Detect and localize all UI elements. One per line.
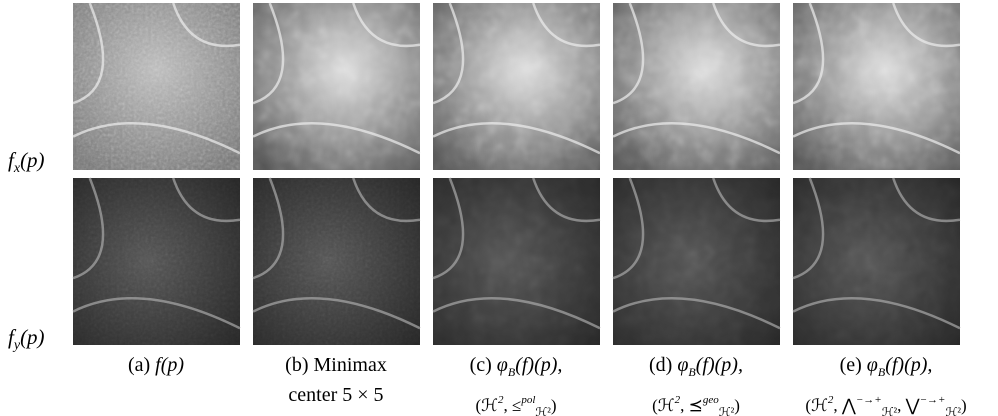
- caption: (a) f(p): [56, 350, 256, 380]
- image-grid: [0, 0, 998, 352]
- caption: (b) Minimax center 5 × 5: [236, 350, 436, 410]
- caption: (e) φB(f)(p), (ℋ2, ⋀−→+ℋ², ⋁−→+ℋ²): [786, 350, 986, 416]
- caption: (d) φB(f)(p), (ℋ2, ⪯geoℋ²): [596, 350, 796, 416]
- row-label: fx(p): [8, 148, 45, 177]
- figure: fx(p) fy(p) (a) f(p) (b) Minimax center …: [0, 0, 998, 416]
- row-label: fy(p): [8, 325, 45, 354]
- caption: (c) φB(f)(p), (ℋ2, ≤polℋ²): [416, 350, 616, 416]
